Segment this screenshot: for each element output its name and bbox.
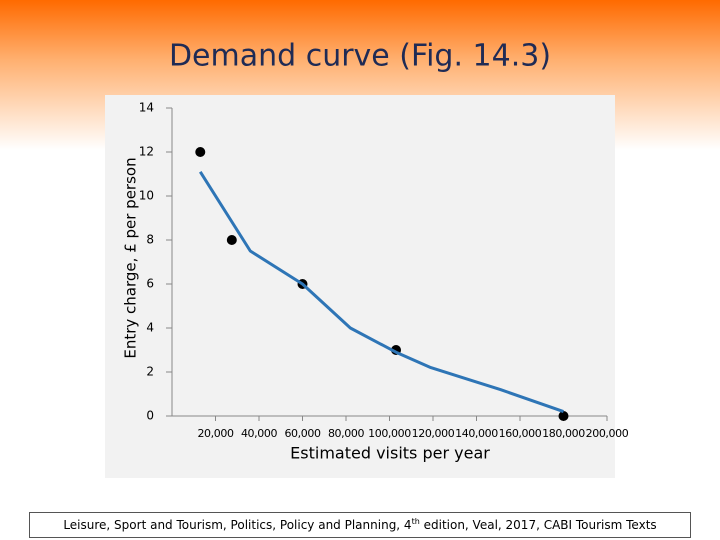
data-point [558, 411, 569, 421]
x-tick-label: 100,000 [368, 427, 411, 440]
y-tick-label: 4 [146, 321, 154, 335]
y-tick-label: 0 [146, 409, 154, 423]
y-tick-label: 14 [139, 101, 154, 115]
footer: Leisure, Sport and Tourism, Politics, Po… [29, 512, 691, 538]
x-tick-label: 80,000 [328, 427, 364, 440]
footer-text: edition, Veal, 2017, CABI Tourism Texts [419, 518, 657, 532]
x-tick-label: 120,000 [412, 427, 455, 440]
x-tick-label: 160,000 [499, 427, 542, 440]
x-tick-label: 200,000 [586, 427, 629, 440]
x-tick-label: 20,000 [197, 427, 233, 440]
x-tick-label: 40,000 [241, 427, 277, 440]
x-tick-label: 140,000 [455, 427, 498, 440]
data-point [226, 235, 237, 245]
x-tick-label: 60,000 [284, 427, 320, 440]
y-tick-label: 2 [146, 365, 154, 379]
chart: Demand curve (Fig. 14.3) Entry charge, £… [105, 39, 629, 478]
y-tick-label: 6 [146, 277, 154, 291]
footer-superscript: th [411, 517, 420, 526]
plot-panel [105, 95, 615, 478]
trend-line [199, 170, 564, 414]
y-tick-label: 8 [146, 233, 154, 247]
chart-title: Demand curve (Fig. 14.3) [169, 39, 551, 74]
y-tick-label: 12 [139, 145, 154, 159]
footer-text: Leisure, Sport and Tourism, Politics, Po… [63, 518, 412, 532]
y-tick-label: 10 [139, 189, 154, 203]
x-tick-label: 180,000 [542, 427, 585, 440]
y-axis-label: Entry charge, £ per person [122, 157, 140, 358]
x-axis-label: Estimated visits per year [290, 444, 490, 463]
data-point [195, 147, 206, 157]
